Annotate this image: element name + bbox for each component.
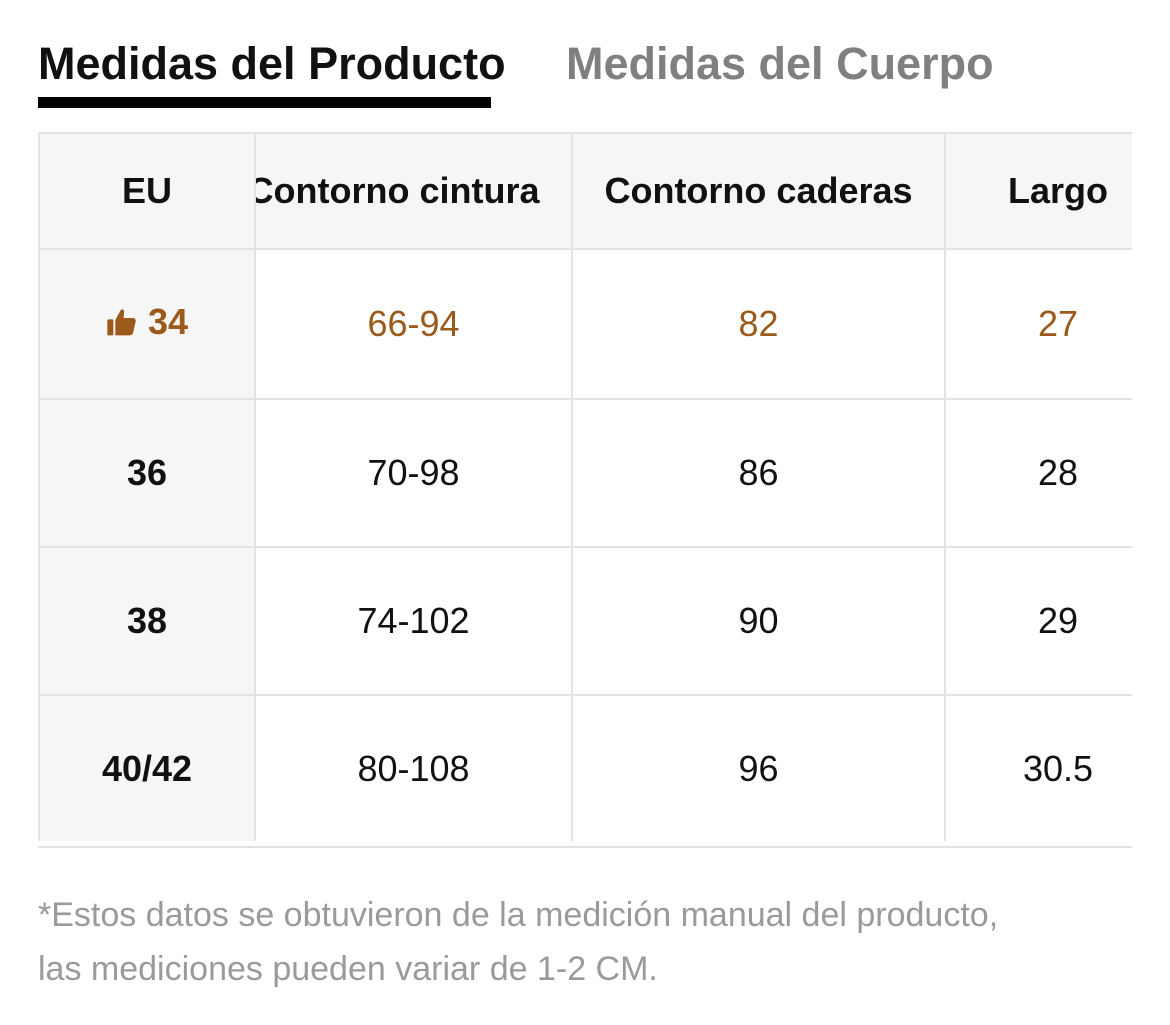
note-line-2: las mediciones pueden variar de 1-2 CM. — [38, 950, 658, 988]
waist-cell: 74-102 — [255, 547, 573, 696]
thumbs-up-icon — [106, 305, 138, 347]
tab-body-label: Medidas del Cuerpo — [566, 38, 994, 89]
size-table: EU Contorno cintura Contorno caderas Lar… — [38, 134, 1132, 841]
tab-body-measurements[interactable]: Medidas del Cuerpo — [566, 38, 994, 90]
table-row: 36 70-98 86 28 — [38, 399, 1132, 548]
measurement-note: *Estos datos se obtuvieron de la medició… — [38, 888, 1138, 996]
header-hips: Contorno caderas — [572, 134, 946, 250]
size-value: 34 — [147, 301, 189, 342]
length-cell: 30.5 — [945, 695, 1132, 841]
hips-cell: 86 — [572, 399, 946, 548]
length-cell: 28 — [945, 399, 1132, 548]
hips-cell: 82 — [572, 249, 946, 400]
note-line-1: *Estos datos se obtuvieron de la medició… — [38, 896, 999, 934]
waist-cell: 80-108 — [255, 695, 573, 841]
length-cell: 29 — [945, 547, 1132, 696]
tab-product-measurements[interactable]: Medidas del Producto — [38, 38, 506, 108]
size-cell: 34 — [38, 249, 256, 400]
length-cell: 27 — [945, 249, 1132, 400]
table-row: 38 74-102 90 29 — [38, 547, 1132, 696]
size-cell: 40/42 — [38, 695, 256, 841]
hips-cell: 96 — [572, 695, 946, 841]
size-cell: 36 — [38, 399, 256, 548]
table-header-row: EU Contorno cintura Contorno caderas Lar… — [38, 134, 1132, 250]
header-size: EU — [38, 134, 256, 250]
size-table-scroll[interactable]: EU Contorno cintura Contorno caderas Lar… — [38, 132, 1132, 848]
header-waist-label: Contorno cintura — [255, 170, 540, 211]
header-waist: Contorno cintura — [255, 134, 573, 250]
waist-cell: 70-98 — [255, 399, 573, 548]
tab-product-label: Medidas del Producto — [38, 38, 506, 89]
hips-cell: 90 — [572, 547, 946, 696]
size-tabs: Medidas del Producto Medidas del Cuerpo — [38, 0, 1138, 110]
size-cell: 38 — [38, 547, 256, 696]
waist-cell: 66-94 — [255, 249, 573, 400]
header-length: Largo — [945, 134, 1132, 250]
table-row: 34 66-94 82 27 — [38, 249, 1132, 400]
active-tab-indicator — [38, 97, 491, 108]
table-row: 40/42 80-108 96 30.5 — [38, 695, 1132, 841]
